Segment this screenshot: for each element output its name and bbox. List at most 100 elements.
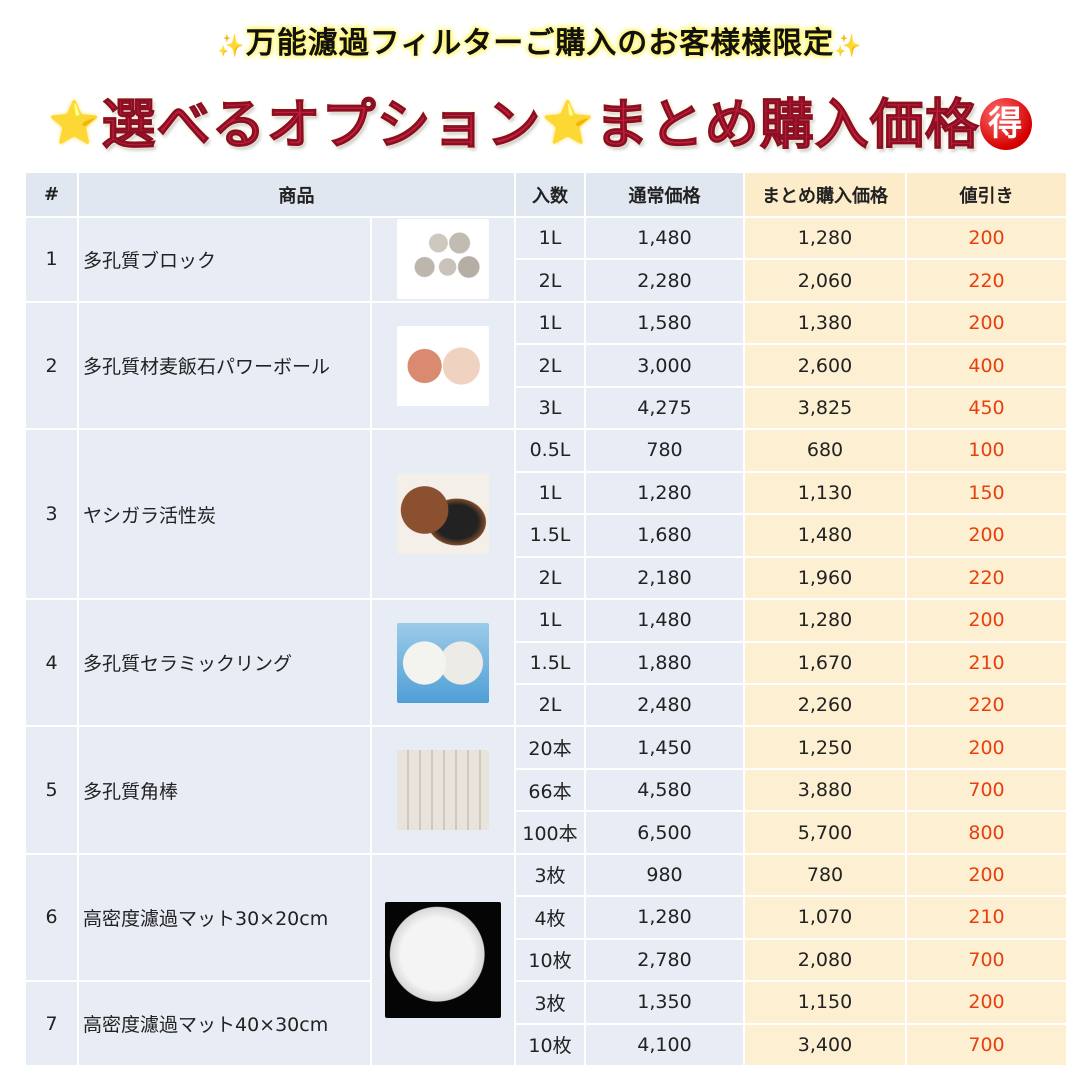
quantity: 1L bbox=[516, 218, 584, 259]
product-image-cell bbox=[372, 218, 514, 301]
bulk-price: 2,080 bbox=[745, 939, 905, 981]
bulk-price: 1,280 bbox=[745, 600, 905, 641]
discount: 220 bbox=[907, 684, 1066, 726]
product-name: 高密度濾過マット30×20cm bbox=[79, 854, 370, 981]
quantity: 20本 bbox=[516, 727, 584, 768]
bulk-price: 3,400 bbox=[745, 1024, 905, 1065]
quantity: 1.5L bbox=[516, 642, 584, 683]
discount: 200 bbox=[907, 854, 1066, 896]
product-number: 6 bbox=[26, 854, 77, 981]
quantity: 2L bbox=[516, 684, 584, 726]
discount: 200 bbox=[907, 982, 1066, 1023]
product-name: 多孔質角棒 bbox=[79, 727, 370, 853]
discount: 400 bbox=[907, 345, 1066, 386]
regular-price: 1,280 bbox=[586, 472, 743, 514]
power-ball-image bbox=[397, 325, 489, 406]
bulk-price: 3,880 bbox=[745, 769, 905, 811]
quantity: 4枚 bbox=[516, 897, 584, 938]
quantity: 1L bbox=[516, 472, 584, 514]
discount: 150 bbox=[907, 472, 1066, 514]
quantity: 0.5L bbox=[516, 430, 584, 471]
product-name: 多孔質ブロック bbox=[79, 218, 370, 301]
regular-price: 3,000 bbox=[586, 345, 743, 386]
bulk-price: 1,480 bbox=[745, 515, 905, 556]
sparkle-icon: ✨ bbox=[217, 34, 246, 59]
product-number: 4 bbox=[26, 600, 77, 726]
regular-price: 6,500 bbox=[586, 812, 743, 853]
square-rod-image bbox=[397, 750, 489, 831]
product-image-cell bbox=[372, 600, 514, 726]
bulk-price: 2,600 bbox=[745, 345, 905, 386]
discount: 200 bbox=[907, 515, 1066, 556]
product-number: 1 bbox=[26, 218, 77, 301]
quantity: 1L bbox=[516, 302, 584, 344]
product-number: 2 bbox=[26, 302, 77, 429]
quantity: 2L bbox=[516, 557, 584, 599]
quantity: 3枚 bbox=[516, 982, 584, 1023]
discount: 200 bbox=[907, 218, 1066, 259]
product-number: 7 bbox=[26, 982, 77, 1065]
sparkle-icon: ✨ bbox=[834, 34, 863, 59]
bulk-price: 680 bbox=[745, 430, 905, 471]
regular-price: 1,280 bbox=[586, 897, 743, 938]
bulk-price: 1,150 bbox=[745, 982, 905, 1023]
title-bulk-price: まとめ購入価格 bbox=[594, 93, 980, 157]
header-discount: 値引き bbox=[907, 173, 1066, 216]
toku-badge: 得 bbox=[979, 98, 1032, 150]
star-icon: ⭐ bbox=[541, 98, 595, 147]
regular-price: 2,480 bbox=[586, 684, 743, 726]
quantity: 2L bbox=[516, 260, 584, 301]
quantity: 2L bbox=[516, 345, 584, 386]
quantity: 3L bbox=[516, 387, 584, 429]
header-regular-price: 通常価格 bbox=[586, 173, 743, 216]
bulk-price: 1,070 bbox=[745, 897, 905, 938]
bulk-price: 1,250 bbox=[745, 727, 905, 768]
discount: 100 bbox=[907, 430, 1066, 471]
bulk-price: 1,380 bbox=[745, 302, 905, 344]
bulk-price: 1,960 bbox=[745, 557, 905, 599]
ceramic-ring-image bbox=[397, 622, 489, 703]
regular-price: 2,780 bbox=[586, 939, 743, 981]
bulk-price: 1,670 bbox=[745, 642, 905, 683]
regular-price: 980 bbox=[586, 854, 743, 896]
regular-price: 1,450 bbox=[586, 727, 743, 768]
discount: 220 bbox=[907, 260, 1066, 301]
filter-mat-image bbox=[385, 901, 501, 1018]
discount: 450 bbox=[907, 387, 1066, 429]
product-image-cell bbox=[372, 854, 514, 1065]
product-number: 5 bbox=[26, 727, 77, 853]
regular-price: 2,280 bbox=[586, 260, 743, 301]
header-bulk-price: まとめ購入価格 bbox=[745, 173, 905, 216]
header-quantity: 入数 bbox=[516, 173, 584, 216]
promo-title: ⭐選べるオプション⭐まとめ購入価格得 bbox=[0, 80, 1080, 159]
star-icon: ⭐ bbox=[48, 98, 102, 147]
regular-price: 1,480 bbox=[586, 600, 743, 641]
discount: 210 bbox=[907, 642, 1066, 683]
quantity: 66本 bbox=[516, 769, 584, 811]
discount: 700 bbox=[907, 769, 1066, 811]
bulk-price: 2,260 bbox=[745, 684, 905, 726]
discount: 200 bbox=[907, 727, 1066, 768]
subtitle-text: 万能濾過フィルターご購入のお客様様限定 bbox=[245, 26, 835, 61]
product-image-cell bbox=[372, 430, 514, 599]
bulk-price: 3,825 bbox=[745, 387, 905, 429]
quantity: 100本 bbox=[516, 812, 584, 853]
price-table: # 商品 入数 通常価格 まとめ購入価格 値引き 1 多孔質ブロック 1L 1,480 1,280 2… bbox=[26, 173, 1066, 1065]
promo-subtitle: ✨万能濾過フィルターご購入のお客様様限定✨ bbox=[0, 18, 1080, 62]
regular-price: 1,350 bbox=[586, 982, 743, 1023]
coconut-carbon-image bbox=[397, 474, 489, 555]
regular-price: 780 bbox=[586, 430, 743, 471]
discount: 200 bbox=[907, 600, 1066, 641]
quantity: 10枚 bbox=[516, 1024, 584, 1065]
product-name: 多孔質材麦飯石パワーボール bbox=[79, 302, 370, 429]
title-options: 選べるオプション bbox=[101, 93, 542, 157]
discount: 800 bbox=[907, 812, 1066, 853]
quantity: 10枚 bbox=[516, 939, 584, 981]
bulk-price: 1,280 bbox=[745, 218, 905, 259]
quantity: 1L bbox=[516, 600, 584, 641]
discount: 220 bbox=[907, 557, 1066, 599]
header-product: 商品 bbox=[79, 173, 514, 216]
regular-price: 4,275 bbox=[586, 387, 743, 429]
discount: 700 bbox=[907, 939, 1066, 981]
quantity: 3枚 bbox=[516, 854, 584, 896]
